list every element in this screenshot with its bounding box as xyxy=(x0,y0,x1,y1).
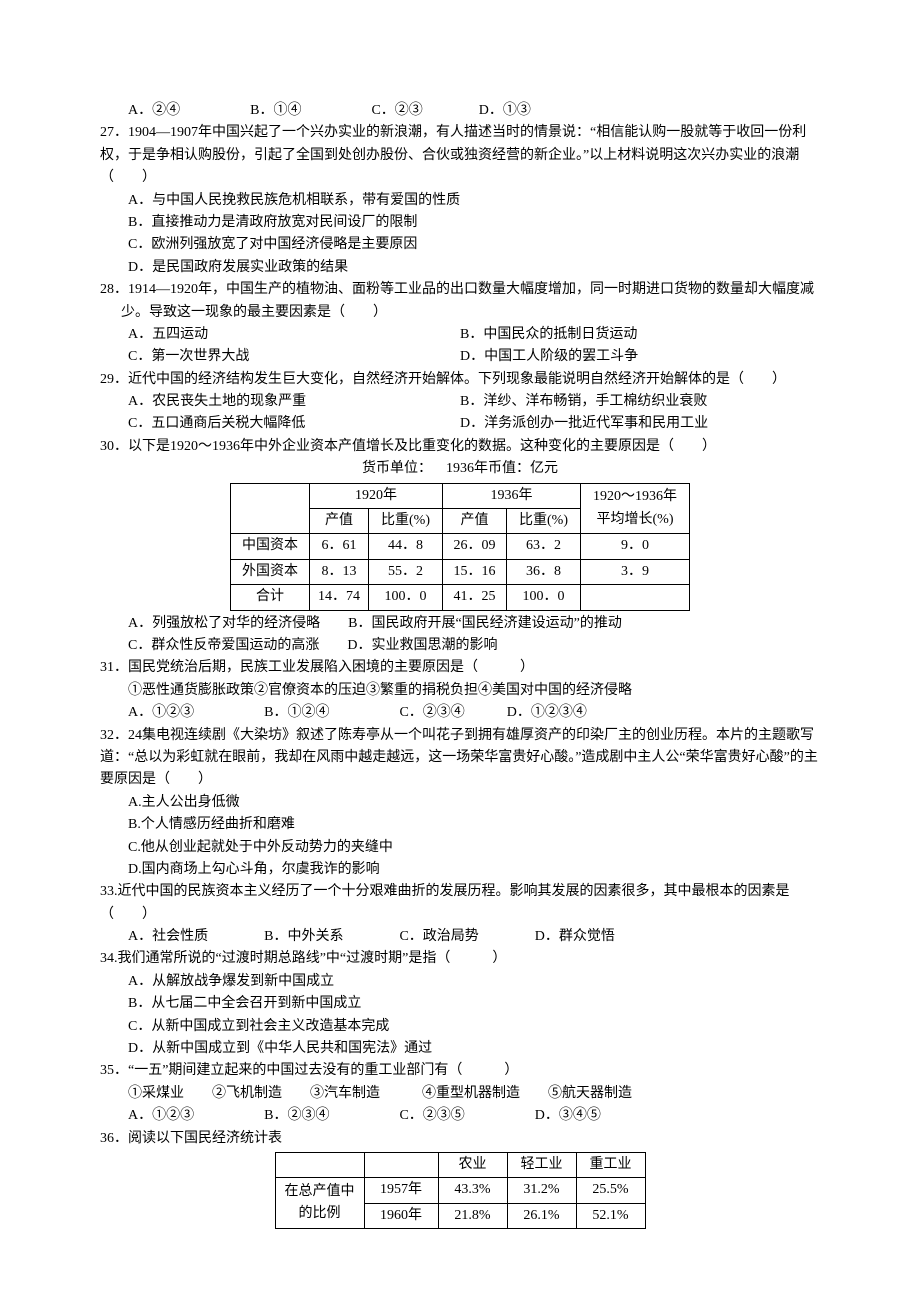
q29-b: B．洋纱、洋布畅销，手工棉纺织业衰败 xyxy=(460,391,707,413)
table-row: 外国资本 8．13 55．2 15．16 36．8 3．9 xyxy=(231,559,690,584)
q30-th-1920: 1920年 xyxy=(310,483,443,508)
q35-sub: ①采煤业 ②飞机制造 ③汽车制造 ④重型机器制造 ⑤航天器制造 xyxy=(100,1083,820,1105)
q29-stem: 29．近代中国的经济结构发生巨大变化，自然经济开始解体。下列现象最能说明自然经济… xyxy=(100,369,820,391)
q26-options: A．②④ B．①④ C．②③ D．①③ xyxy=(100,100,820,122)
q30-caption: 货币单位： 1936年币值：亿元 xyxy=(100,458,820,480)
table-row: 在总产值中的比例 1957年 43.3% 31.2% 25.5% xyxy=(275,1178,645,1203)
q28-a: A．五四运动 xyxy=(100,324,460,346)
q30-th-1936: 1936年 xyxy=(443,483,581,508)
q32-a: A.主人公出身低微 xyxy=(100,792,820,814)
q29-a: A．农民丧失土地的现象严重 xyxy=(100,391,460,413)
q30-stem: 30．以下是1920～1936年中外企业资本产值增长及比重变化的数据。这种变化的… xyxy=(100,436,820,458)
q28-b: B．中国民众的抵制日货运动 xyxy=(460,324,637,346)
q35-opts: A．①②③ B．②③④ C．②③⑤ D．③④⑤ xyxy=(100,1105,820,1127)
q32-d: D.国内商场上勾心斗角，尔虞我诈的影响 xyxy=(100,859,820,881)
table-row: 合计 14．74 100．0 41．25 100．0 xyxy=(231,585,690,610)
q29-c: C．五口通商后关税大幅降低 xyxy=(100,413,460,435)
q32-c: C.他从创业起就处于中外反动势力的夹缝中 xyxy=(100,837,820,859)
q31-stem: 31．国民党统治后期，民族工业发展陷入困境的主要原因是（ ） xyxy=(100,657,820,679)
q30-sh-0: 产值 xyxy=(310,509,369,534)
q36-h3: 轻工业 xyxy=(507,1152,576,1177)
q34-c: C．从新中国成立到社会主义改造基本完成 xyxy=(100,1016,820,1038)
q30-th-avg: 1920～1936年平均增长(%) xyxy=(581,483,690,534)
q27-b: B．直接推动力是清政府放宽对民间设厂的限制 xyxy=(100,212,820,234)
q30-th-blank xyxy=(231,483,310,534)
q36-stem: 36．阅读以下国民经济统计表 xyxy=(100,1128,820,1150)
q34-b: B．从七届二中全会召开到新中国成立 xyxy=(100,993,820,1015)
q31-sub: ①恶性通货膨胀政策②官僚资本的压迫③繁重的捐税负担④美国对中国的经济侵略 xyxy=(100,680,820,702)
q30-cd: C．群众性反帝爱国运动的高涨 D．实业救国思潮的影响 xyxy=(100,635,820,657)
q36-h1 xyxy=(364,1152,438,1177)
q27-a: A．与中国人民挽救民族危机相联系，带有爱国的性质 xyxy=(100,190,820,212)
q31-opts: A．①②③ B．①②④ C．②③④ D．①②③④ xyxy=(100,702,820,724)
table-row: 中国资本 6．61 44．8 26．09 63．2 9．0 xyxy=(231,534,690,559)
q30-ab: A．列强放松了对华的经济侵略 B．国民政府开展“国民经济建设运动”的推动 xyxy=(100,613,820,635)
q30-sh-2: 产值 xyxy=(443,509,507,534)
q28-d: D．中国工人阶级的罢工斗争 xyxy=(460,346,638,368)
q36-h4: 重工业 xyxy=(576,1152,645,1177)
q27-stem: 27．1904—1907年中国兴起了一个兴办实业的新浪潮，有人描述当时的情景说：… xyxy=(100,122,820,189)
q29-d: D．洋务派创办一批近代军事和民用工业 xyxy=(460,413,708,435)
q32-b: B.个人情感历经曲折和磨难 xyxy=(100,814,820,836)
q35-stem: 35．“一五”期间建立起来的中国过去没有的重工业部门有（ ） xyxy=(100,1060,820,1082)
q34-d: D．从新中国成立到《中华人民共和国宪法》通过 xyxy=(100,1038,820,1060)
q27-c: C．欧洲列强放宽了对中国经济侵略是主要原因 xyxy=(100,234,820,256)
q30-sh-1: 比重(%) xyxy=(369,509,443,534)
q36-h2: 农业 xyxy=(438,1152,507,1177)
exam-page: A．②④ B．①④ C．②③ D．①③ 27．1904—1907年中国兴起了一个… xyxy=(0,0,920,1291)
q30-table: 1920年 1936年 1920～1936年平均增长(%) 产值 比重(%) 产… xyxy=(230,483,690,611)
q34-stem: 34.我们通常所说的“过渡时期总路线”中“过渡时期”是指（ ） xyxy=(100,948,820,970)
q36-table: 农业 轻工业 重工业 在总产值中的比例 1957年 43.3% 31.2% 25… xyxy=(275,1152,646,1229)
q27-d: D．是民国政府发展实业政策的结果 xyxy=(100,257,820,279)
q32-stem: 32．24集电视连续剧《大染坊》叙述了陈寿亭从一个叫花子到拥有雄厚资产的印染厂主… xyxy=(100,725,820,792)
q34-a: A．从解放战争爆发到新中国成立 xyxy=(100,971,820,993)
q28-stem: 28．1914—1920年，中国生产的植物油、面粉等工业品的出口数量大幅度增加，… xyxy=(100,279,820,324)
q36-h0 xyxy=(275,1152,364,1177)
q28-c: C．第一次世界大战 xyxy=(100,346,460,368)
q33-stem: 33.近代中国的民族资本主义经历了一个十分艰难曲折的发展历程。影响其发展的因素很… xyxy=(100,881,820,926)
q30-sh-3: 比重(%) xyxy=(507,509,581,534)
q33-opts: A．社会性质 B．中外关系 C．政治局势 D．群众觉悟 xyxy=(100,926,820,948)
